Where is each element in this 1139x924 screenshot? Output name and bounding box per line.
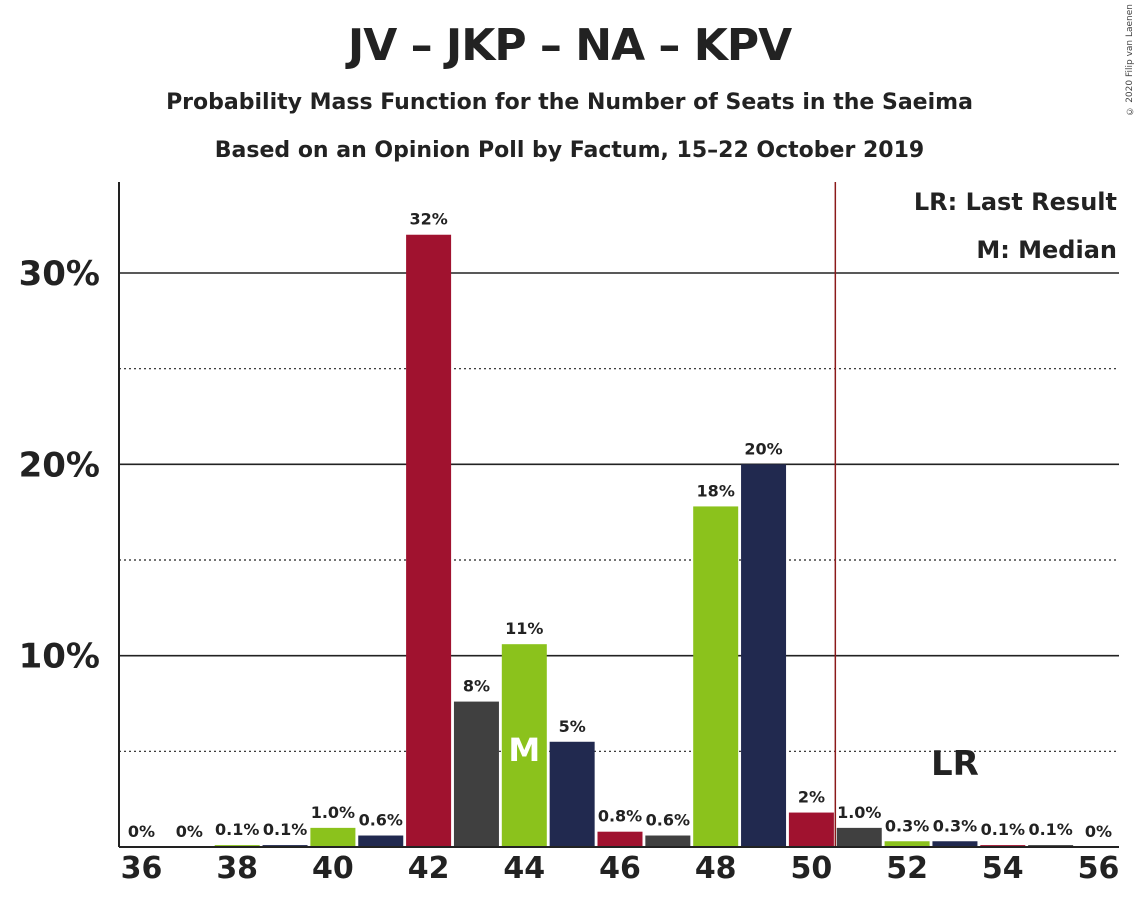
x-tick-label: 44 [503,851,545,886]
bar [358,835,404,847]
data-label: 1.0% [837,803,881,822]
x-tick-label: 40 [312,851,354,886]
data-label: 0.1% [215,820,259,839]
chart-source-subtitle: Based on an Opinion Poll by Factum, 15–2… [214,138,925,163]
bar [501,644,547,847]
chart-title: JV – JKP – NA – KPV [347,20,792,71]
data-label: 0.3% [933,816,977,835]
x-tick-label: 54 [982,851,1024,886]
bar [932,841,978,847]
x-tick-label: 42 [408,851,450,886]
bar [884,841,930,847]
data-label: 0% [1085,822,1112,841]
grid-lines [119,272,1119,752]
data-label: 5% [559,717,586,736]
data-label: 1.0% [311,803,355,822]
x-tick-label: 56 [1078,851,1120,886]
legend-median: M: Median [976,236,1117,264]
bar [597,831,643,847]
x-tick-label: 50 [791,851,833,886]
x-tick-label: 38 [216,851,258,886]
chart-subtitle: Probability Mass Function for the Number… [166,90,973,115]
data-label: 0.1% [1028,820,1072,839]
x-tick-label: 48 [695,851,737,886]
data-label: 20% [744,439,782,458]
data-label: 0.1% [981,820,1025,839]
data-label: 8% [463,677,490,696]
y-tick-label: 30% [19,254,100,294]
bar [406,234,452,847]
bar [645,835,691,847]
bars: 0% 0% 0.1% 0.1%1.0% 0.6%32%8%11%5%0.8% 0.6%18… [128,210,1112,847]
axes: 10% 20% 30% LR 36 38 40 42 44 46 48 50 52 54 56 [19,182,1120,886]
data-label: 0% [176,822,203,841]
data-label: 0.6% [646,811,690,830]
data-label: 0.3% [885,816,929,835]
x-tick-label: 36 [121,851,163,886]
bar [788,812,834,847]
last-result-marker: LR [931,744,979,784]
bar [741,464,787,847]
data-label: 0.8% [598,807,642,826]
data-label: 2% [798,788,825,807]
bar [693,506,739,847]
legend-last-result: LR: Last Result [914,188,1117,216]
data-label: 0.6% [359,811,403,830]
median-marker: M [508,731,540,769]
y-tick-label: 10% [19,637,100,677]
bar [310,827,356,847]
y-tick-label: 20% [19,445,100,485]
data-label: 11% [505,619,543,638]
x-tick-label: 46 [599,851,641,886]
bar [836,827,882,847]
x-tick-label: 52 [886,851,928,886]
data-label: 0.1% [263,820,307,839]
data-label: 18% [697,481,735,500]
data-label: 0% [128,822,155,841]
data-label: 32% [409,210,447,229]
bar [549,741,595,847]
bar [453,701,499,847]
